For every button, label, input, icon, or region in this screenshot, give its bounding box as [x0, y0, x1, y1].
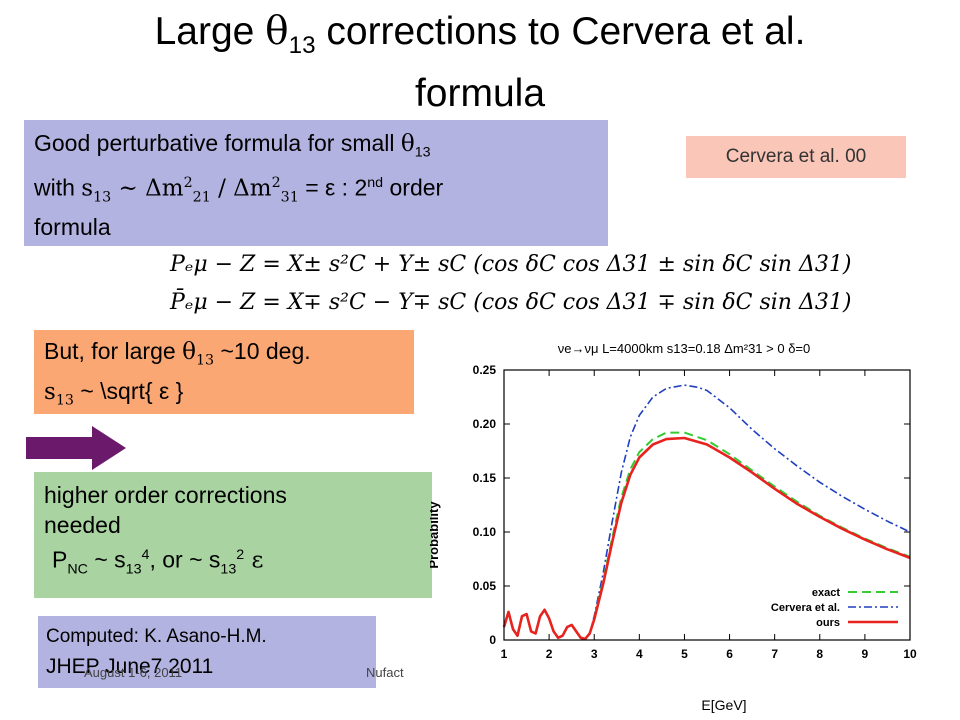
footer-event: Nufact	[366, 665, 404, 680]
x-tick-label: 9	[862, 647, 869, 661]
reference-box: Computed: K. Asano-H.M. JHEP June7 2011	[38, 616, 376, 688]
y-tick-label: 0	[489, 633, 496, 647]
plot-frame	[503, 369, 911, 641]
x-tick-label: 5	[681, 647, 688, 661]
higher-order-line-3: PNC ~ s134, or ~ s132 ε	[52, 546, 264, 578]
series-line-cervera-et-al	[503, 384, 911, 640]
formula-pbar-emu: P̄ₑμ − Z = X∓ s²C − Y∓ sC (cos δC cos Δ3…	[170, 290, 852, 315]
y-tick-label: 0.15	[473, 471, 497, 485]
higher-order-box: higher order corrections needed PNC ~ s1…	[34, 472, 432, 598]
x-tick-label: 2	[546, 647, 553, 661]
probability-chart: νe→νμ L=4000km s13=0.18 Δm²31 > 0 δ=0 Pr…	[430, 341, 917, 713]
y-tick-label: 0.10	[473, 525, 497, 539]
legend-label: exact	[812, 587, 840, 599]
x-tick-label: 3	[591, 647, 598, 661]
y-tick-label: 0.25	[473, 363, 497, 377]
x-tick-label: 7	[771, 647, 778, 661]
higher-order-line-1: higher order corrections	[44, 482, 287, 508]
y-tick-label: 0.05	[473, 579, 497, 593]
title-line-2: formula	[414, 71, 546, 115]
large-theta-line-1: But, for large θ13 ~10 deg.	[44, 338, 311, 369]
reference-line-2: JHEP June7 2011	[46, 655, 214, 678]
x-tick-label: 8	[816, 647, 823, 661]
large-theta-box: But, for large θ13 ~10 deg. s13 ~ \sqrt{…	[34, 330, 414, 414]
perturbative-formula-box: Good perturbative formula for small θ13 …	[24, 120, 608, 246]
y-tick-label: 0.20	[473, 417, 497, 431]
legend-label: ours	[816, 617, 840, 629]
legend-label: Cervera et al.	[771, 602, 840, 614]
x-tick-label: 6	[726, 647, 733, 661]
x-tick-label: 4	[636, 647, 643, 661]
perturbative-line-2: with s13 ~ Δm221 / Δm231 = ε : 2nd order	[34, 174, 444, 205]
reference-line-1: Computed: K. Asano-H.M.	[46, 626, 267, 647]
arrow-right-icon	[26, 426, 126, 470]
citation-box: Cervera et al. 00	[686, 136, 906, 178]
x-tick-label: 1	[501, 647, 508, 661]
x-tick-label: 10	[903, 647, 917, 661]
formula-p-emu: Pₑμ − Z = X± s²C + Y± sC (cos δC cos Δ31…	[170, 252, 852, 277]
higher-order-line-2: needed	[44, 512, 121, 538]
perturbative-line-1: Good perturbative formula for small θ13	[34, 130, 431, 161]
footer-date: August 1-6, 2011	[84, 665, 183, 680]
chart-title: νe→νμ L=4000km s13=0.18 Δm²31 > 0 δ=0	[558, 341, 811, 356]
series-line-exact	[503, 431, 911, 640]
chart-ylabel: Probability	[430, 501, 441, 569]
large-theta-line-2: s13 ~ \sqrt{ ε }	[44, 377, 184, 409]
series-line-ours	[502, 436, 911, 641]
perturbative-line-3: formula	[34, 213, 111, 240]
chart-xlabel: E[GeV]	[701, 697, 746, 713]
slide-title: Large θ13 corrections to Cervera et al. …	[40, 8, 920, 118]
title-line-1: Large θ13 corrections to Cervera et al.	[154, 9, 806, 59]
